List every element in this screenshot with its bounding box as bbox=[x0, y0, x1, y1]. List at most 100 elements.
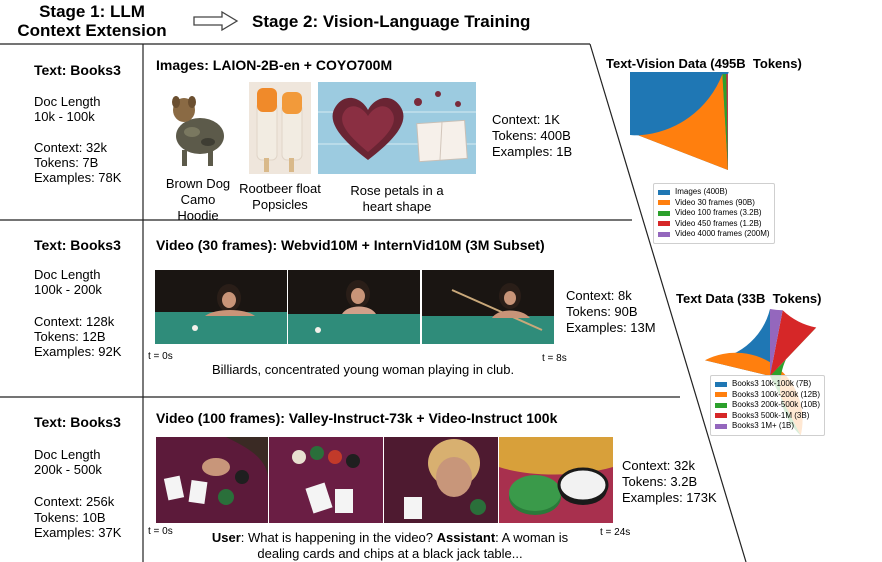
pie2-legend-item: Books3 200k-500k (10B) bbox=[715, 400, 820, 411]
row2-t-end: t = 8s bbox=[542, 353, 567, 364]
pie2-legend-label: Books3 1M+ (1B) bbox=[732, 421, 795, 430]
row1-stat-examples: Examples: 1B bbox=[492, 144, 573, 159]
dog-caption: Brown Dog Camo Hoodie bbox=[165, 176, 231, 223]
row3-context: Context: 256k bbox=[34, 494, 115, 509]
pie1-swatch bbox=[658, 200, 670, 206]
pie2-swatch bbox=[715, 402, 727, 408]
row1-text-title: Text: Books3 bbox=[34, 62, 121, 78]
billiards-frame-3 bbox=[422, 270, 554, 344]
row3-text-title: Text: Books3 bbox=[34, 414, 121, 430]
dog-hoodie-image bbox=[162, 84, 234, 172]
pie1-swatch bbox=[658, 189, 670, 195]
pie1-legend-label: Video 4000 frames (200M) bbox=[675, 229, 770, 238]
rose-caption: Rose petals in a heart shape bbox=[350, 183, 444, 214]
row3-doc-length-label: Doc Length bbox=[34, 447, 101, 462]
row1-doc-length: 10k - 100k bbox=[34, 109, 95, 124]
pie1-slice-2 bbox=[638, 74, 728, 170]
pie2-chart bbox=[704, 309, 817, 436]
blackjack-frame-1 bbox=[156, 437, 268, 523]
pie2-slices bbox=[704, 309, 817, 436]
pie2-swatch bbox=[715, 423, 727, 429]
row2-context: Context: 128k bbox=[34, 314, 115, 329]
pie1-legend: Images (400B) Video 30 frames (90B) Vide… bbox=[653, 183, 775, 244]
row1-stat-tokens: Tokens: 400B bbox=[492, 128, 571, 143]
pie1-slice-3 bbox=[722, 74, 728, 170]
rose-petals-image bbox=[318, 82, 476, 174]
row3-examples: Examples: 37K bbox=[34, 525, 122, 540]
pie1-swatch bbox=[658, 210, 670, 216]
pie2-swatch bbox=[715, 413, 727, 419]
row2-stat-examples: Examples: 13M bbox=[566, 320, 656, 335]
row3-stat-tokens: Tokens: 3.2B bbox=[622, 474, 698, 489]
pie1-legend-label: Video 30 frames (90B) bbox=[675, 197, 755, 207]
pie2-legend-label: Books3 200k-500k (10B) bbox=[732, 400, 821, 409]
blackjack-qa: User: What is happening in the video? As… bbox=[200, 530, 580, 562]
pie1-legend-item: Images (400B) bbox=[658, 187, 770, 198]
row2-text-title: Text: Books3 bbox=[34, 237, 121, 253]
pie2-legend-label: Books3 500k-1M (3B) bbox=[732, 410, 810, 420]
pie1-slice-4 bbox=[726, 74, 728, 170]
pie2-slice-5 bbox=[770, 309, 783, 376]
stage1-title: Stage 1: LLM Context Extension bbox=[17, 2, 167, 40]
blackjack-frame-3 bbox=[384, 437, 498, 523]
row3-doc-length: 200k - 500k bbox=[34, 462, 102, 477]
row2-vision-title: Video (30 frames): Webvid10M + InternVid… bbox=[156, 237, 545, 253]
row2-doc-length-label: Doc Length bbox=[34, 267, 101, 282]
pie2-slice-4 bbox=[770, 310, 817, 376]
billiards-frame-1 bbox=[155, 270, 287, 344]
row1-doc-length-label: Doc Length bbox=[34, 94, 101, 109]
row3-tokens: Tokens: 10B bbox=[34, 510, 106, 525]
popsicles-image bbox=[249, 82, 311, 174]
row3-stat-examples: Examples: 173K bbox=[622, 490, 717, 505]
row2-stat-tokens: Tokens: 90B bbox=[566, 304, 638, 319]
pie1-legend-label: Video 450 frames (1.2B) bbox=[675, 218, 762, 228]
pie2-title: Text Data (33B Tokens) bbox=[676, 291, 822, 306]
row1-context: Context: 32k bbox=[34, 140, 107, 155]
pie1-legend-label: Images (400B) bbox=[675, 187, 728, 196]
pie2-legend-item: Books3 500k-1M (3B) bbox=[715, 411, 820, 422]
qa-answer: : A woman is dealing cards and chips at … bbox=[257, 530, 569, 561]
row2-examples: Examples: 92K bbox=[34, 344, 122, 359]
pie2-swatch bbox=[715, 381, 727, 387]
row2-tokens: Tokens: 12B bbox=[34, 329, 106, 344]
billiards-caption: Billiards, concentrated young woman play… bbox=[212, 362, 515, 377]
pie2-swatch bbox=[715, 392, 727, 398]
popsicles-caption: Rootbeer float Popsicles bbox=[239, 181, 321, 212]
pie2-legend-item: Books3 1M+ (1B) bbox=[715, 421, 820, 432]
pie1-legend-label: Video 100 frames (3.2B) bbox=[675, 208, 762, 217]
row1-tokens: Tokens: 7B bbox=[34, 155, 99, 170]
arrow-right-icon bbox=[193, 10, 239, 32]
row1-stat-context: Context: 1K bbox=[492, 112, 560, 127]
row3-stat-context: Context: 32k bbox=[622, 458, 695, 473]
pie1-title: Text-Vision Data (495B Tokens) bbox=[606, 56, 802, 71]
qa-user-label: User bbox=[211, 530, 241, 545]
qa-assistant-label: Assistant bbox=[436, 530, 496, 545]
row3-vision-title: Video (100 frames): Valley-Instruct-73k … bbox=[156, 410, 558, 426]
pie1-legend-item: Video 30 frames (90B) bbox=[658, 198, 770, 209]
pie1-swatch bbox=[658, 221, 670, 227]
row3-t-end: t = 24s bbox=[600, 527, 631, 538]
row2-doc-length: 100k - 200k bbox=[34, 282, 102, 297]
row1-examples: Examples: 78K bbox=[34, 170, 122, 185]
row2-t-start: t = 0s bbox=[148, 351, 173, 362]
billiards-frame-2 bbox=[288, 270, 420, 344]
pie1-legend-item: Video 4000 frames (200M) bbox=[658, 229, 770, 240]
pie2-legend-label: Books3 100k-200k (12B) bbox=[732, 389, 821, 399]
qa-question: : What is happening in the video? bbox=[240, 530, 437, 545]
pie1-slices bbox=[630, 72, 729, 170]
pie2-legend: Books3 10k-100k (7B) Books3 100k-200k (1… bbox=[710, 375, 826, 436]
row3-t-start: t = 0s bbox=[148, 526, 173, 537]
row1-vision-title: Images: LAION-2B-en + COYO700M bbox=[156, 57, 393, 73]
row2-stat-context: Context: 8k bbox=[566, 288, 632, 303]
stage2-title: Stage 2: Vision-Language Training bbox=[252, 12, 531, 31]
pie2-legend-label: Books3 10k-100k (7B) bbox=[732, 379, 812, 388]
blackjack-frame-4 bbox=[499, 437, 613, 523]
pie1-legend-item: Video 100 frames (3.2B) bbox=[658, 208, 770, 219]
pie1-chart bbox=[630, 72, 729, 170]
pie1-legend-item: Video 450 frames (1.2B) bbox=[658, 219, 770, 230]
pie2-legend-item: Books3 100k-200k (12B) bbox=[715, 390, 820, 401]
blackjack-frame-2 bbox=[269, 437, 383, 523]
pie2-legend-item: Books3 10k-100k (7B) bbox=[715, 379, 820, 390]
pie1-swatch bbox=[658, 231, 670, 237]
